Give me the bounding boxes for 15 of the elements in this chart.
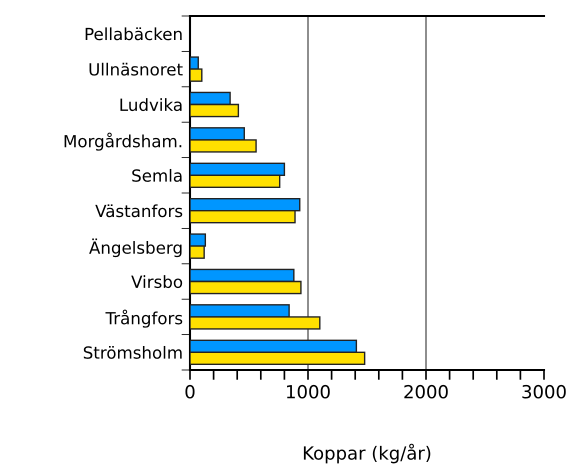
y-tick-label: Trångfors xyxy=(105,310,182,328)
y-tick-label: Västanfors xyxy=(95,204,182,218)
x-tick-label: 0 xyxy=(185,384,195,399)
x-tick-label: 2000 xyxy=(404,384,448,399)
x-axis-title: Koppar (kg/år) xyxy=(304,444,430,464)
y-tick-label: Virsbo xyxy=(131,275,182,288)
y-tick-label: Ludvika xyxy=(120,98,182,112)
x-tick-label: 1000 xyxy=(287,384,330,399)
x-tick-label: 3000 xyxy=(522,384,566,399)
y-tick-label: Ängelsberg xyxy=(89,238,182,258)
y-tick-label: Semla xyxy=(132,168,182,182)
y-tick-label: Strömsholm xyxy=(84,346,182,359)
y-tick-label: Ullnäsnoret xyxy=(90,62,183,76)
y-tick-label: Morgårdsham. xyxy=(64,132,182,151)
y-tick-label: Pellabäcken xyxy=(86,27,182,40)
